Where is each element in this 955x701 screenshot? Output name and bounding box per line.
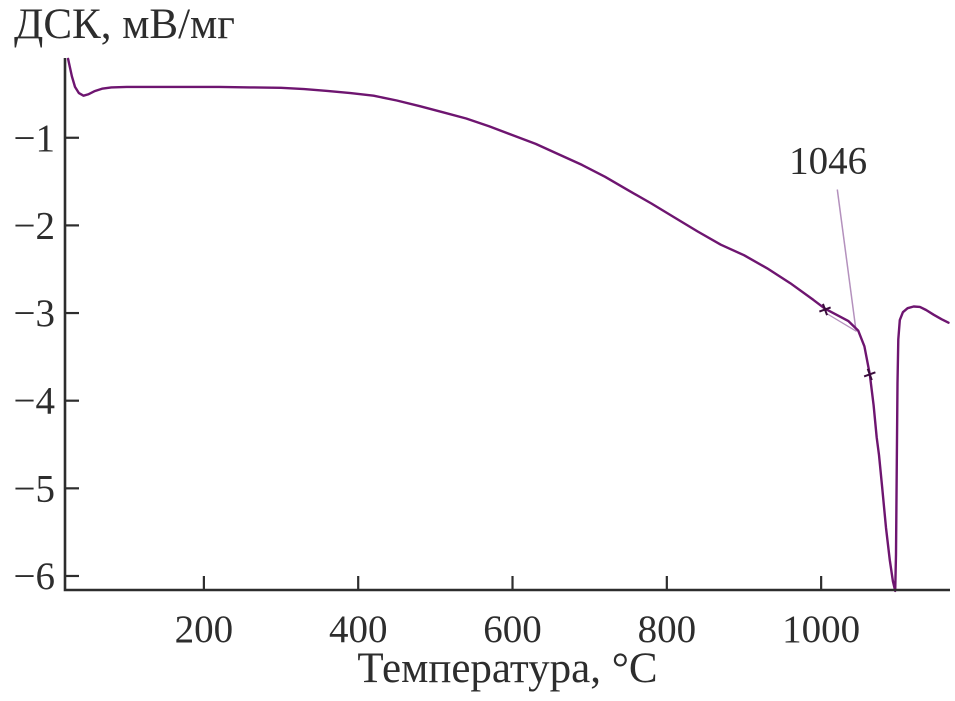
curve-marker-cross: [819, 303, 831, 316]
x-tick-label: 200: [175, 608, 234, 651]
x-axis-title: Температура, °C: [357, 645, 658, 692]
onset-tangent-line: [825, 312, 857, 332]
y-tick-label: −3: [14, 292, 56, 335]
y-tick-label: −5: [14, 467, 56, 510]
peak-temperature-annotation: 1046: [789, 140, 867, 183]
y-tick-label: −6: [14, 555, 56, 598]
dsc-curve: [66, 57, 950, 593]
annotation-leader-line: [836, 189, 857, 330]
y-tick-label: −4: [14, 380, 56, 423]
y-axis-title: ДСК, мВ/мг: [14, 1, 235, 48]
y-tick-label: −1: [14, 117, 56, 160]
x-tick-label: 800: [638, 608, 697, 651]
curve-marker-cross: [863, 368, 876, 381]
axes: [63, 58, 950, 592]
x-tick-label: 600: [483, 608, 542, 651]
x-tick-label: 400: [329, 608, 388, 651]
y-tick-label: −2: [14, 204, 56, 247]
x-tick-label: 1000: [782, 608, 860, 651]
